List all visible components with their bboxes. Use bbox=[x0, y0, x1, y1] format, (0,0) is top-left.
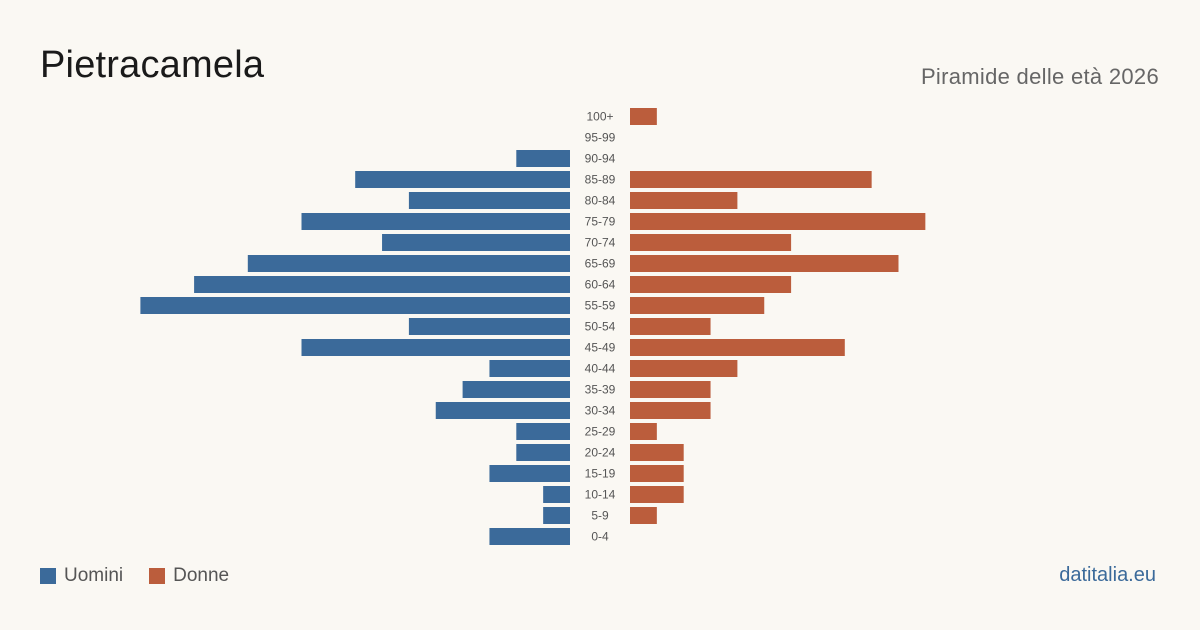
bar-men-90-94 bbox=[516, 150, 570, 167]
age-label-5-9: 5-9 bbox=[591, 509, 609, 523]
men-bars bbox=[140, 150, 571, 545]
age-label-95-99: 95-99 bbox=[585, 131, 616, 145]
bar-women-25-29 bbox=[630, 423, 657, 440]
legend-label-women: Donne bbox=[173, 565, 230, 586]
bar-women-80-84 bbox=[630, 192, 738, 209]
bar-women-35-39 bbox=[630, 381, 711, 398]
bar-men-20-24 bbox=[516, 444, 570, 461]
bar-women-70-74 bbox=[630, 234, 792, 251]
bar-men-85-89 bbox=[355, 171, 570, 188]
bar-women-5-9 bbox=[630, 507, 657, 524]
bar-women-45-49 bbox=[630, 339, 845, 356]
bar-men-15-19 bbox=[489, 465, 570, 482]
bar-men-55-59 bbox=[140, 297, 570, 314]
bar-men-70-74 bbox=[382, 234, 570, 251]
bar-men-35-39 bbox=[462, 381, 570, 398]
legend-item-men: Uomini bbox=[40, 565, 123, 587]
bar-men-80-84 bbox=[408, 192, 570, 209]
bar-women-50-54 bbox=[630, 318, 711, 335]
legend-swatch-women bbox=[149, 568, 166, 584]
age-label-35-39: 35-39 bbox=[585, 383, 616, 397]
page-title: Pietracamela bbox=[40, 44, 265, 86]
age-label-65-69: 65-69 bbox=[585, 257, 616, 271]
age-label-25-29: 25-29 bbox=[585, 425, 616, 439]
age-label-15-19: 15-19 bbox=[585, 467, 616, 481]
bar-women-75-79 bbox=[630, 213, 926, 230]
age-label-45-49: 45-49 bbox=[585, 341, 616, 355]
bar-men-30-34 bbox=[435, 402, 570, 419]
age-label-85-89: 85-89 bbox=[585, 173, 616, 187]
bar-women-20-24 bbox=[630, 444, 684, 461]
age-label-50-54: 50-54 bbox=[585, 320, 616, 334]
bar-women-10-14 bbox=[630, 486, 684, 503]
age-label-20-24: 20-24 bbox=[585, 446, 616, 460]
bar-men-40-44 bbox=[489, 360, 570, 377]
age-label-90-94: 90-94 bbox=[585, 152, 616, 166]
bar-women-55-59 bbox=[630, 297, 765, 314]
age-label-0-4: 0-4 bbox=[591, 530, 609, 544]
legend-swatch-men bbox=[40, 568, 56, 584]
age-labels: 100+ 95-99 90-94 85-89 80-84 75-79 70-74 65-69 6… bbox=[585, 110, 616, 544]
age-label-75-79: 75-79 bbox=[585, 215, 616, 229]
bar-men-0-4 bbox=[489, 528, 570, 545]
age-label-55-59: 55-59 bbox=[585, 299, 616, 313]
bar-men-50-54 bbox=[408, 318, 570, 335]
age-label-30-34: 30-34 bbox=[585, 404, 616, 418]
legend: Uomini Donne bbox=[40, 565, 255, 587]
bar-men-25-29 bbox=[516, 423, 570, 440]
bar-women-65-69 bbox=[630, 255, 899, 272]
bar-women-100+ bbox=[630, 108, 657, 125]
bar-men-75-79 bbox=[301, 213, 570, 230]
bar-men-10-14 bbox=[543, 486, 570, 503]
bar-women-15-19 bbox=[630, 465, 684, 482]
age-label-70-74: 70-74 bbox=[585, 236, 616, 250]
bar-men-60-64 bbox=[194, 276, 570, 293]
bar-women-85-89 bbox=[630, 171, 872, 188]
age-label-80-84: 80-84 bbox=[585, 194, 616, 208]
legend-item-women: Donne bbox=[149, 565, 229, 587]
bar-women-40-44 bbox=[630, 360, 738, 377]
chart-subtitle: Piramide delle età 2026 bbox=[920, 64, 1159, 89]
age-label-60-64: 60-64 bbox=[585, 278, 616, 292]
age-label-100+: 100+ bbox=[586, 110, 613, 124]
bar-men-45-49 bbox=[301, 339, 570, 356]
age-label-40-44: 40-44 bbox=[585, 362, 616, 376]
bar-men-65-69 bbox=[247, 255, 571, 272]
bar-women-60-64 bbox=[630, 276, 792, 293]
bar-men-5-9 bbox=[543, 507, 570, 524]
age-label-10-14: 10-14 bbox=[585, 488, 616, 502]
bar-women-30-34 bbox=[630, 402, 711, 419]
brand-link[interactable]: datitalia.eu bbox=[1059, 564, 1156, 586]
legend-label-men: Uomini bbox=[64, 565, 124, 586]
women-bars bbox=[630, 108, 926, 524]
